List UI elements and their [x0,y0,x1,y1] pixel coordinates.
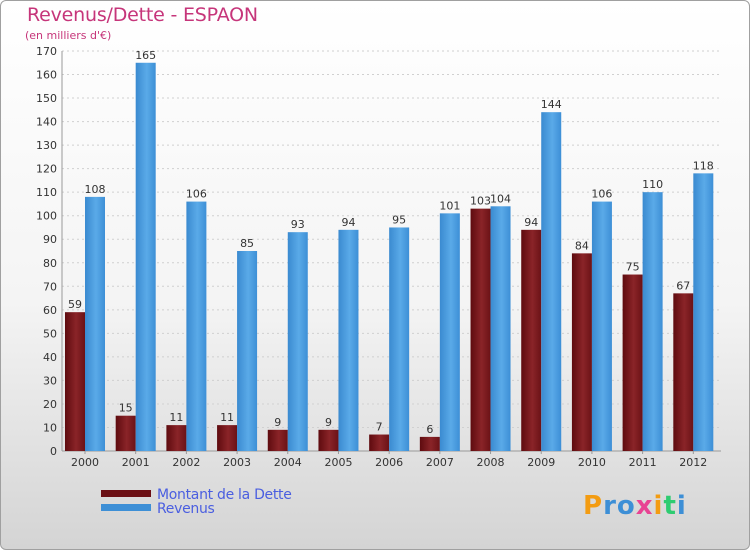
debt-value-label: 7 [376,421,383,434]
revenue-bar [541,112,562,452]
x-tick-label: 2009 [527,456,555,469]
revenue-value-label: 106 [591,188,612,201]
debt-bar [166,425,187,451]
logo-letter: P [583,491,604,521]
revenue-value-label: 144 [541,98,562,111]
debt-value-label: 11 [169,411,183,424]
debt-value-label: 75 [626,261,640,274]
revenue-value-label: 93 [291,218,305,231]
logo-letter: o [616,491,636,521]
y-tick-label: 70 [43,280,57,293]
y-tick-label: 0 [50,445,57,458]
y-tick-label: 40 [43,351,57,364]
debt-bar [521,229,542,451]
y-tick-label: 160 [36,69,57,82]
legend-swatch-debt [101,490,151,497]
revenue-bar [389,227,410,451]
logo-letter: t [663,491,677,521]
revenue-value-label: 94 [341,216,355,229]
revenue-bar [85,196,105,451]
revenue-bar [439,213,460,451]
revenue-value-label: 118 [693,159,714,172]
y-tick-label: 80 [43,257,57,270]
debt-value-label: 94 [524,216,538,229]
logo-letter: i [653,491,664,521]
revenue-bar [338,229,359,451]
revenue-value-label: 165 [135,49,156,62]
debt-bar [115,415,136,451]
debt-value-label: 9 [274,416,281,429]
revenue-bar [642,192,663,452]
x-tick-label: 2012 [679,456,707,469]
y-tick-label: 150 [36,92,57,105]
chart-title: Revenus/Dette - ESPAON [27,4,258,26]
revenue-value-label: 108 [85,183,106,196]
revenue-bar [237,251,258,451]
x-tick-label: 2000 [71,456,99,469]
y-tick-label: 20 [43,398,57,411]
debt-bar [369,434,390,451]
debt-value-label: 6 [426,423,433,436]
y-tick-label: 10 [43,421,57,434]
debt-bar [673,293,694,451]
debt-value-label: 84 [575,239,589,252]
revenue-bar [591,201,612,451]
x-tick-label: 2007 [426,456,454,469]
revenue-bar [287,232,308,451]
debt-bar [267,429,288,451]
proxiti-logo: Proxiti [583,491,687,521]
x-tick-label: 2011 [629,456,657,469]
x-tick-label: 2008 [477,456,505,469]
debt-value-label: 59 [68,298,82,311]
y-tick-label: 100 [36,210,57,223]
revenue-value-label: 104 [490,192,511,205]
debt-value-label: 103 [470,195,491,208]
x-tick-label: 2001 [122,456,150,469]
revenue-value-label: 95 [392,213,406,226]
revenue-bar [490,206,511,451]
debt-bar [217,425,238,451]
y-tick-label: 130 [36,139,57,152]
revenue-bar [186,201,207,451]
revenue-value-label: 110 [642,178,663,191]
x-tick-label: 2010 [578,456,606,469]
legend-label-debt: Montant de la Dette [157,487,292,503]
y-tick-label: 60 [43,304,57,317]
y-tick-label: 90 [43,233,57,246]
x-tick-label: 2005 [324,456,352,469]
revenue-value-label: 101 [439,199,460,212]
y-tick-label: 140 [36,116,57,129]
chart-subtitle: (en milliers d'€) [25,29,112,42]
debt-bar [419,436,440,451]
logo-letter: x [635,491,654,521]
logo-letter: r [603,491,617,521]
debt-value-label: 11 [220,411,234,424]
y-tick-label: 110 [36,186,57,199]
revenue-value-label: 106 [186,188,207,201]
logo-letter: i [676,491,687,521]
revenue-value-label: 85 [240,237,254,250]
revenue-bar [135,62,156,451]
debt-bar [318,429,339,451]
x-tick-label: 2003 [223,456,251,469]
debt-bar [571,253,592,451]
x-tick-label: 2004 [274,456,302,469]
debt-value-label: 67 [676,279,690,292]
legend-swatch-revenue [101,504,151,511]
x-tick-label: 2002 [172,456,200,469]
y-tick-label: 120 [36,163,57,176]
debt-bar [470,208,491,451]
y-tick-label: 30 [43,374,57,387]
x-tick-label: 2006 [375,456,403,469]
debt-value-label: 9 [325,416,332,429]
legend-label-revenue: Revenus [157,501,215,517]
revenue-bar [693,173,714,451]
debt-bar [622,274,643,451]
debt-bar [65,312,85,451]
debt-value-label: 15 [119,402,133,415]
y-tick-label: 50 [43,327,57,340]
y-tick-label: 170 [36,45,57,58]
